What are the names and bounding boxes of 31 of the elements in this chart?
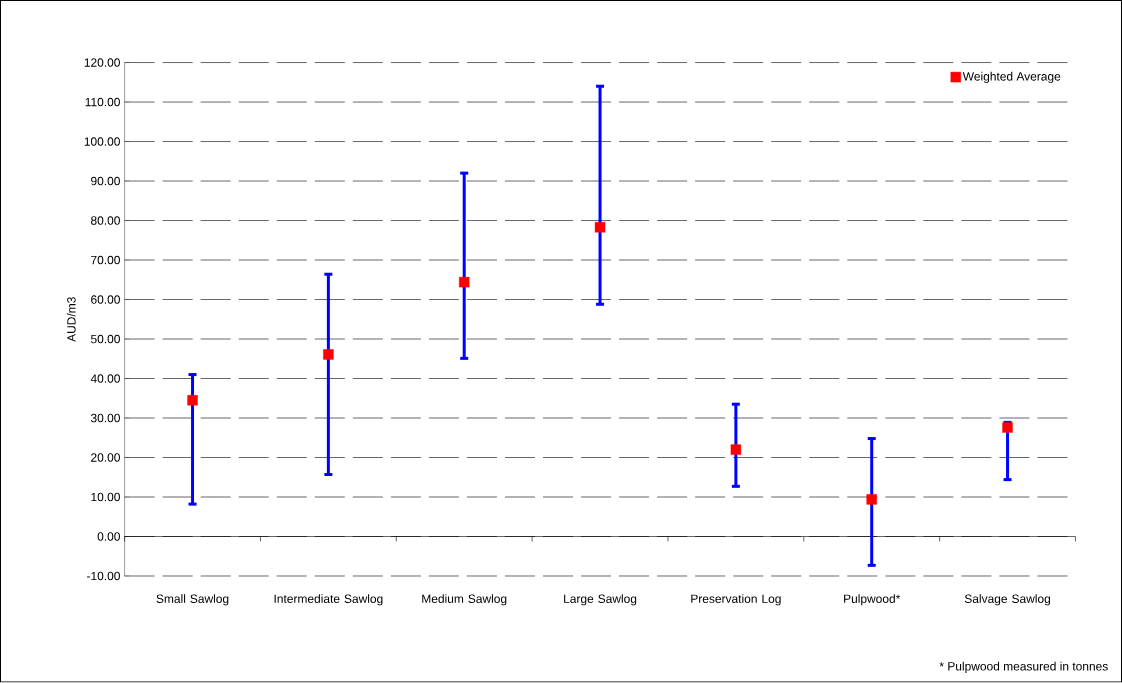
x-tick-label: Preservation Log (691, 594, 781, 606)
y-axis-title: AUD/m3 (66, 297, 76, 343)
y-tick-label: -10.00 (87, 571, 120, 581)
y-tick-label: 90.00 (91, 177, 120, 186)
y-tick-label: 80.00 (91, 216, 120, 225)
y-tick-label: 110.00 (85, 98, 120, 107)
y-tick-label: 120.00 (84, 58, 120, 67)
y-tick-label: 50.00 (90, 334, 120, 344)
y-tick-label: 0.00 (97, 532, 120, 541)
x-tick-label: Medium Sawlog (422, 594, 507, 606)
y-tick-label: 60.00 (91, 295, 120, 304)
point (1002, 422, 1013, 433)
y-tick-label: 70.00 (91, 255, 120, 265)
y-tick-label: 20.00 (91, 453, 120, 462)
x-tick-label: Salvage Sawlog (964, 594, 1050, 606)
legend-label: Weighted Average (962, 72, 1061, 84)
y-tick-label: 30.00 (90, 413, 120, 423)
point (323, 349, 334, 360)
point (594, 222, 606, 233)
x-tick-label: Intermediate Sawlog (274, 594, 383, 606)
y-tick-label: 10.00 (91, 492, 120, 502)
y-tick-label: 40.00 (90, 374, 120, 383)
text: * Pulpwood measured in tonnes (939, 661, 1108, 674)
x-tick-label: Pulpwood* (844, 594, 901, 606)
point (187, 395, 198, 406)
point (866, 494, 877, 505)
x-tick-label: Large Sawlog (564, 594, 637, 606)
x-tick-label: Small Sawlog (156, 594, 229, 606)
y-tick-label: 100.00 (84, 137, 120, 146)
point (730, 444, 742, 456)
point (459, 277, 470, 288)
